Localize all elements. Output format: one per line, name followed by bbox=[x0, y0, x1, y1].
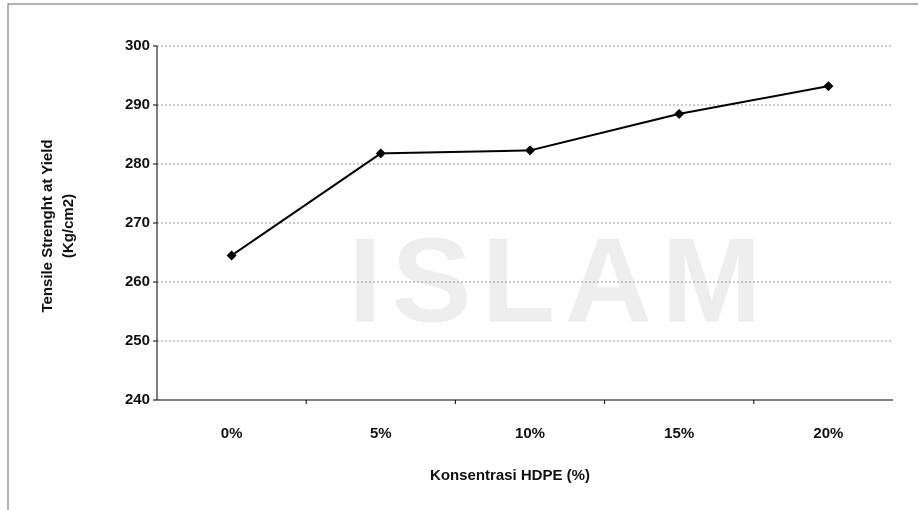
marker bbox=[525, 145, 535, 156]
x-axis-label: Konsentrasi HDPE (%) bbox=[430, 467, 590, 484]
y-tick-label: 240 bbox=[125, 391, 150, 408]
marker bbox=[226, 250, 237, 261]
watermark: ISLAM bbox=[348, 214, 771, 348]
y-tick-label: 280 bbox=[125, 155, 150, 172]
y-axis-label: Tensile Strenght at Yield (Kg/cm2) bbox=[39, 139, 77, 312]
y-axis-label-line: Tensile Strenght at Yield bbox=[39, 139, 56, 312]
y-tick-label: 260 bbox=[125, 273, 150, 290]
marker bbox=[823, 81, 834, 92]
x-tick-label: 0% bbox=[221, 425, 243, 442]
y-tick-label: 290 bbox=[125, 96, 150, 113]
marker bbox=[375, 148, 386, 159]
x-tick-label: 10% bbox=[515, 425, 545, 442]
x-tick-label: 20% bbox=[813, 425, 843, 442]
y-axis-label-line: (Kg/cm2) bbox=[60, 194, 77, 258]
y-tick-label: 250 bbox=[125, 332, 150, 349]
y-tick-label: 270 bbox=[125, 214, 150, 231]
y-tick-label: 300 bbox=[125, 37, 150, 54]
marker bbox=[674, 108, 685, 119]
x-tick-label: 5% bbox=[370, 425, 392, 442]
frame bbox=[7, 3, 918, 510]
x-tick-label: 15% bbox=[664, 425, 694, 442]
